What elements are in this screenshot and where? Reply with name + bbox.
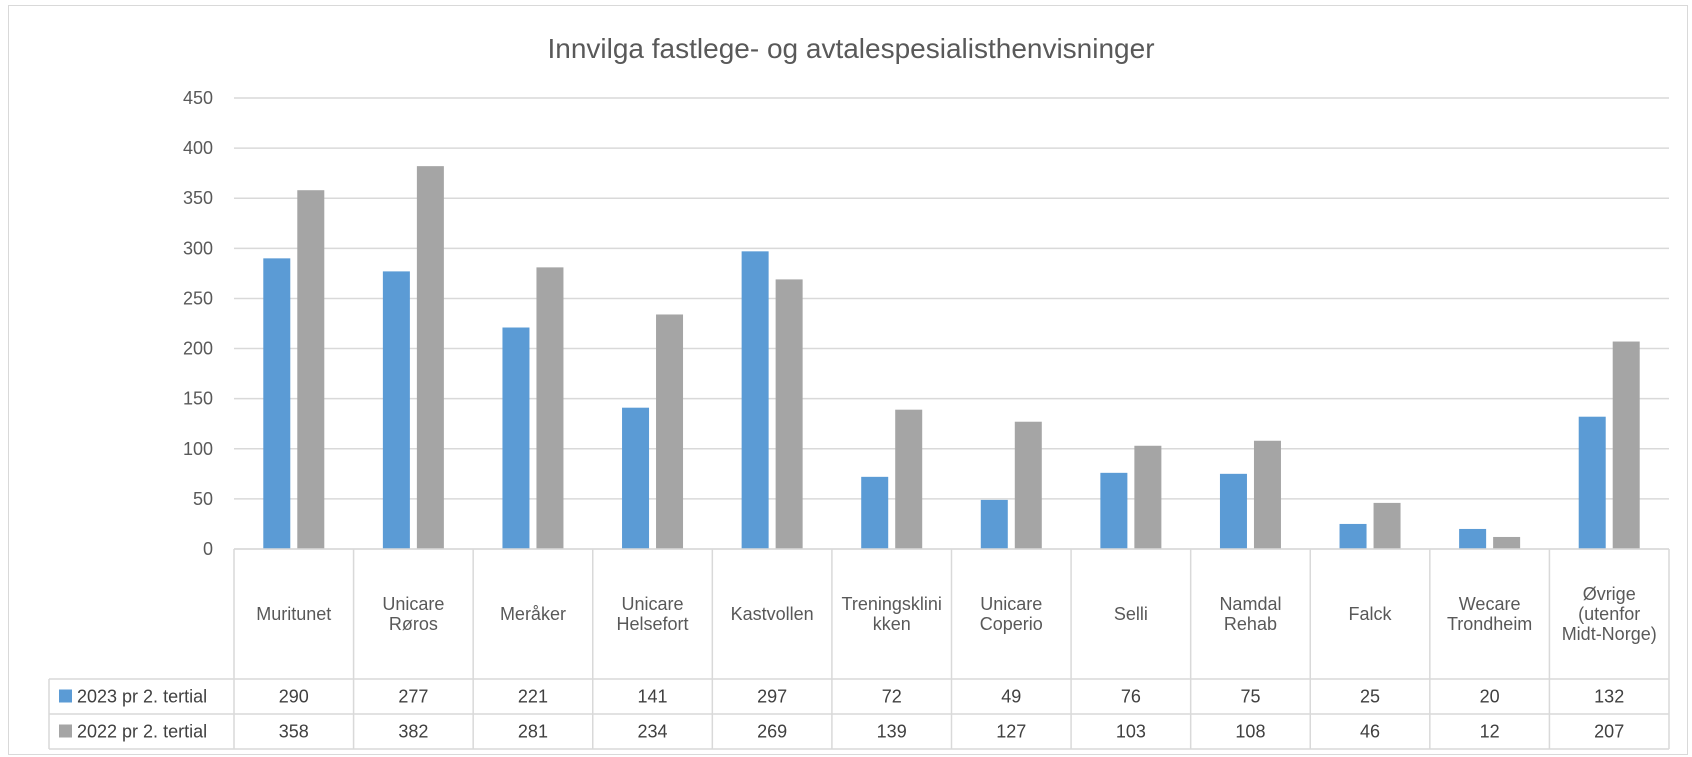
bar xyxy=(263,258,291,549)
data-label: 382 xyxy=(398,722,428,742)
data-label: 297 xyxy=(757,687,787,707)
data-label: 290 xyxy=(279,687,309,707)
data-label: 127 xyxy=(996,722,1026,742)
y-tick-label: 300 xyxy=(183,238,213,258)
y-tick-label: 400 xyxy=(183,138,213,158)
bar xyxy=(1339,523,1367,549)
data-label: 46 xyxy=(1360,722,1380,742)
category-label: Meråker xyxy=(500,604,566,624)
data-label: 277 xyxy=(398,687,428,707)
data-label: 49 xyxy=(1001,687,1021,707)
category-label: Wecare Trondheim xyxy=(1447,594,1532,634)
bar xyxy=(741,251,769,549)
y-tick-label: 50 xyxy=(193,489,213,509)
data-label: 269 xyxy=(757,722,787,742)
bar xyxy=(502,327,530,549)
bar xyxy=(980,499,1008,549)
bar xyxy=(656,314,684,549)
bar xyxy=(1219,473,1247,549)
data-label: 108 xyxy=(1235,722,1265,742)
bar xyxy=(895,409,923,549)
y-tick-label: 250 xyxy=(183,288,213,308)
bar xyxy=(1493,536,1521,549)
category-label: Falck xyxy=(1349,604,1393,624)
category-label: Muritunet xyxy=(256,604,331,624)
legend-label: 2022 pr 2. tertial xyxy=(77,722,207,742)
data-label: 20 xyxy=(1480,687,1500,707)
y-tick-label: 0 xyxy=(203,539,213,559)
data-label: 25 xyxy=(1360,687,1380,707)
bar-chart: Innvilga fastlege- og avtalespesialisthe… xyxy=(48,33,1670,750)
bar xyxy=(1459,528,1487,549)
bar xyxy=(382,271,410,549)
data-label: 234 xyxy=(638,722,668,742)
y-tick-label: 200 xyxy=(183,339,213,359)
bar xyxy=(1014,421,1042,549)
bar xyxy=(1134,445,1162,549)
category-label: Unicare Helsefort xyxy=(617,594,689,634)
data-label: 103 xyxy=(1116,722,1146,742)
bar xyxy=(1100,472,1128,549)
category-label: Øvrige (utenfor Midt-Norge) xyxy=(1562,584,1657,644)
y-tick-label: 100 xyxy=(183,439,213,459)
bar xyxy=(536,267,564,549)
legend-label: 2023 pr 2. tertial xyxy=(77,687,207,707)
data-label: 132 xyxy=(1594,687,1624,707)
data-label: 207 xyxy=(1594,722,1624,742)
bar xyxy=(297,190,325,549)
category-label: Unicare Røros xyxy=(382,594,444,634)
data-label: 72 xyxy=(882,687,902,707)
bar xyxy=(1578,416,1606,549)
chart-frame: Innvilga fastlege- og avtalespesialisthe… xyxy=(8,5,1688,755)
legend-key xyxy=(59,689,72,703)
category-label: Selli xyxy=(1114,604,1148,624)
data-label: 139 xyxy=(877,722,907,742)
bar xyxy=(1612,341,1640,549)
bar xyxy=(622,407,650,549)
y-tick-label: 150 xyxy=(183,389,213,409)
data-label: 141 xyxy=(638,687,668,707)
category-label: Kastvollen xyxy=(731,604,814,624)
bar xyxy=(861,476,889,549)
y-tick-label: 350 xyxy=(183,188,213,208)
y-tick-label: 450 xyxy=(183,88,213,108)
bar xyxy=(416,166,444,549)
data-label: 12 xyxy=(1480,722,1500,742)
bar xyxy=(1373,502,1401,549)
legend-key xyxy=(59,724,72,738)
bar xyxy=(1253,440,1281,549)
chart-title: Innvilga fastlege- og avtalespesialisthe… xyxy=(547,33,1154,64)
data-label: 358 xyxy=(279,722,309,742)
category-label: Unicare Coperio xyxy=(980,594,1043,634)
category-label: Namdal Rehab xyxy=(1219,594,1281,634)
data-label: 75 xyxy=(1240,687,1260,707)
data-label: 281 xyxy=(518,722,548,742)
bar xyxy=(775,279,803,549)
data-label: 221 xyxy=(518,687,548,707)
data-label: 76 xyxy=(1121,687,1141,707)
category-label: Treningsklini kken xyxy=(842,594,942,634)
